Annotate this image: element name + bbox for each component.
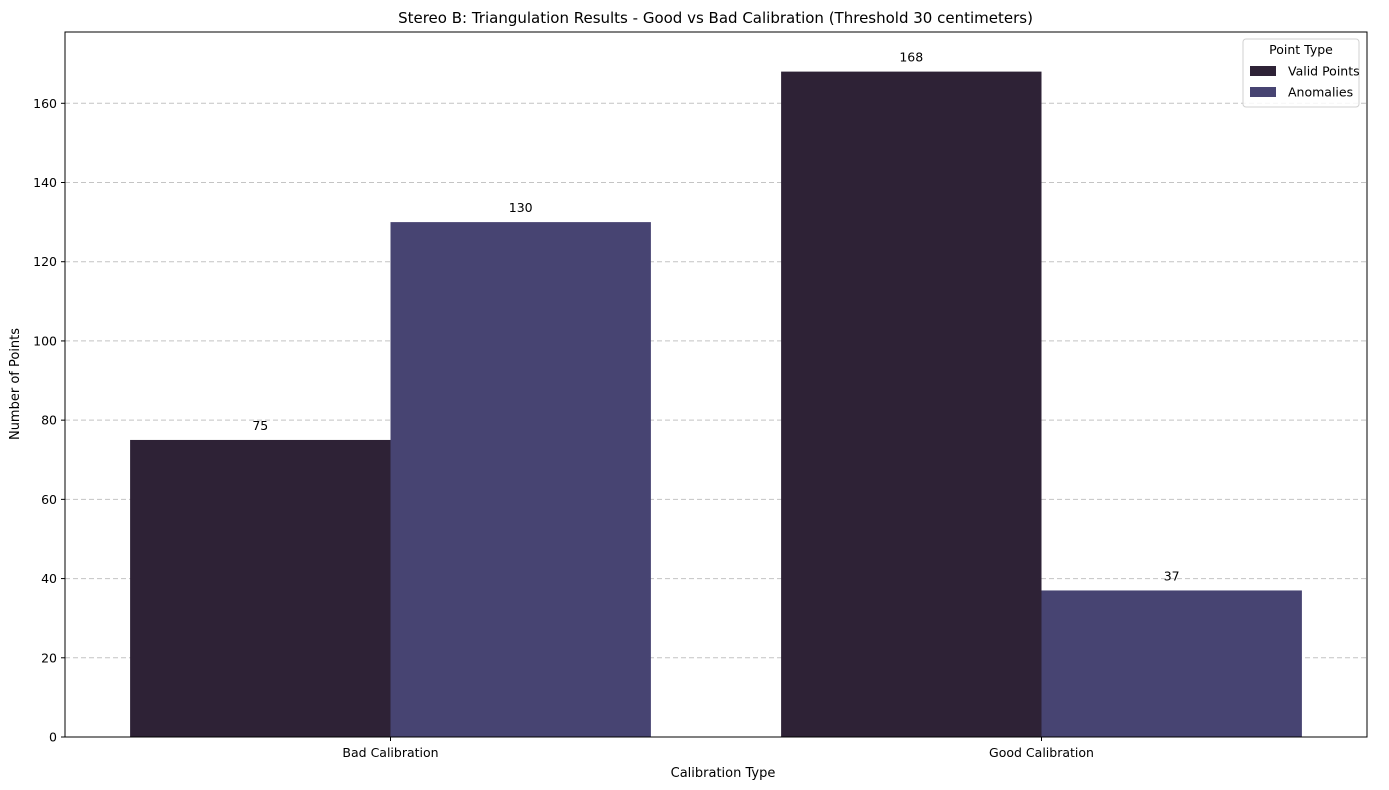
y-tick-label: 160 <box>33 96 57 111</box>
y-axis: 0 20 40 60 80 100 120 140 160 <box>33 96 65 745</box>
x-tick-label: Good Calibration <box>989 745 1094 760</box>
data-label: 168 <box>899 50 923 65</box>
y-tick-label: 120 <box>33 254 57 269</box>
x-tick-label: Bad Calibration <box>342 745 438 760</box>
bar <box>1041 590 1302 737</box>
y-tick-label: 140 <box>33 175 57 190</box>
x-axis-label: Calibration Type <box>671 766 776 781</box>
data-label: 130 <box>509 200 533 215</box>
data-label: 37 <box>1164 568 1180 583</box>
y-tick-label: 60 <box>41 492 57 507</box>
legend-item-label: Anomalies <box>1288 85 1353 100</box>
y-tick-label: 100 <box>33 333 57 348</box>
bars <box>130 71 1302 737</box>
y-tick-label: 0 <box>49 730 57 745</box>
bar <box>781 71 1042 737</box>
data-label: 75 <box>252 418 268 433</box>
legend-item-label: Valid Points <box>1288 64 1360 79</box>
y-tick-label: 20 <box>41 650 57 665</box>
bar <box>390 222 651 737</box>
x-axis: Bad Calibration Good Calibration <box>342 737 1094 760</box>
legend-swatch <box>1250 87 1276 97</box>
legend-title: Point Type <box>1269 42 1333 57</box>
y-tick-label: 80 <box>41 413 57 428</box>
y-tick-label: 40 <box>41 571 57 586</box>
data-labels: 75 130 168 37 <box>252 50 1179 584</box>
y-axis-label: Number of Points <box>8 328 23 440</box>
chart-title: Stereo B: Triangulation Results - Good v… <box>398 9 1033 27</box>
legend-swatch <box>1250 66 1276 76</box>
bar <box>130 439 391 737</box>
legend: Point Type Valid Points Anomalies <box>1242 38 1360 108</box>
plot-frame <box>64 31 1368 738</box>
